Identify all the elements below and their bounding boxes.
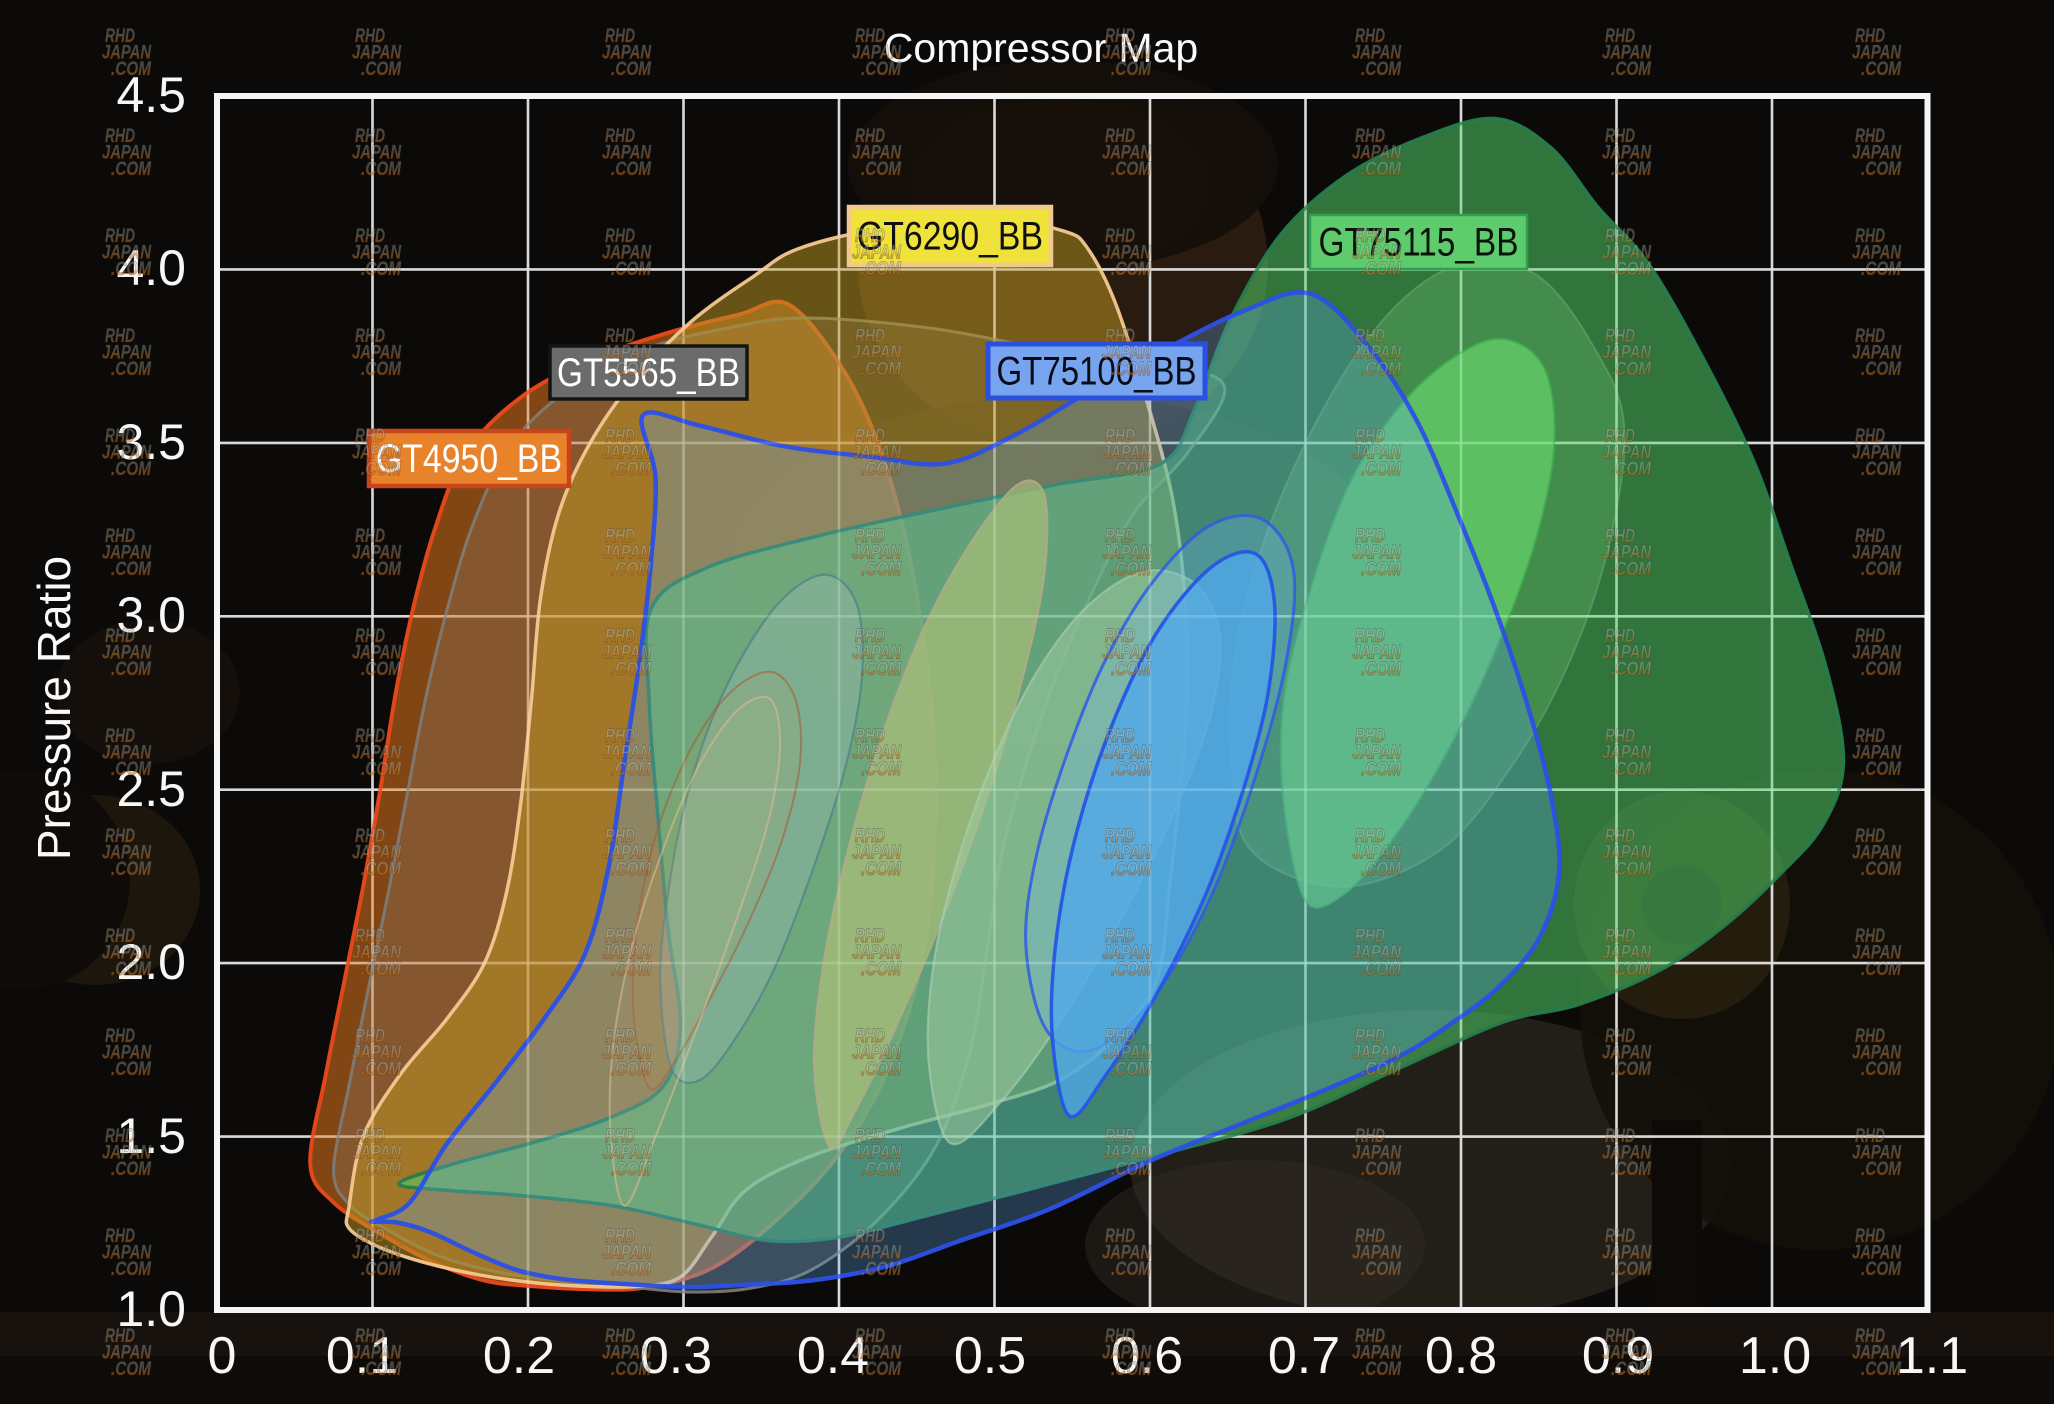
svg-text:0.8: 0.8 — [1425, 1327, 1497, 1385]
svg-text:0.2: 0.2 — [483, 1327, 555, 1385]
svg-text:1.0: 1.0 — [1739, 1327, 1811, 1385]
svg-text:Compressor Map: Compressor Map — [884, 25, 1198, 71]
svg-text:Pressure Ratio: Pressure Ratio — [28, 556, 80, 860]
svg-text:GT75100_BB: GT75100_BB — [997, 350, 1197, 394]
svg-text:1.1: 1.1 — [1896, 1327, 1968, 1385]
svg-text:GT4950_BB: GT4950_BB — [376, 437, 562, 481]
svg-text:GT75115_BB: GT75115_BB — [1319, 221, 1519, 265]
svg-text:0.7: 0.7 — [1268, 1327, 1340, 1385]
svg-text:0.5: 0.5 — [954, 1327, 1026, 1385]
svg-text:0.3: 0.3 — [640, 1327, 712, 1385]
svg-text:0: 0 — [208, 1327, 237, 1385]
